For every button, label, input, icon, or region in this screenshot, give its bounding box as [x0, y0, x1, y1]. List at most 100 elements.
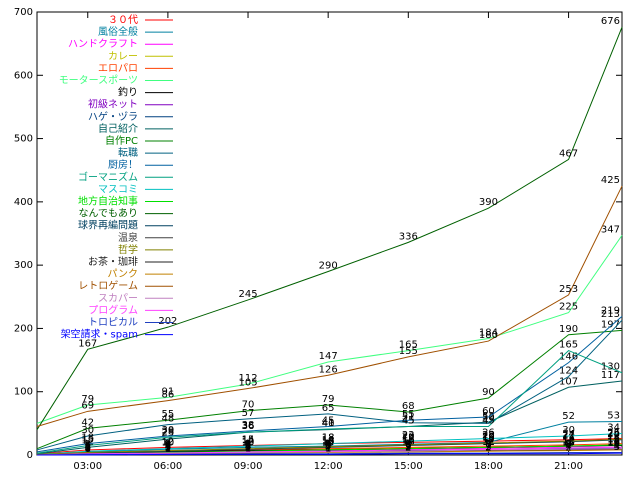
data-label: 8 [85, 439, 91, 450]
data-label: 117 [601, 370, 620, 381]
data-label: 8 [565, 439, 571, 450]
data-label: 7 [165, 440, 171, 451]
y-tick-label: 100 [14, 387, 33, 398]
data-label: 4 [165, 441, 171, 452]
data-label: 2 [405, 443, 411, 454]
data-label: 9 [245, 438, 251, 449]
legend-label: マスコミ [98, 184, 138, 195]
data-label: 165 [399, 340, 418, 351]
data-label: 253 [559, 284, 578, 295]
x-tick-label: 03:00 [73, 461, 102, 472]
legend-label: ３０代 [108, 14, 138, 26]
data-label: 6 [325, 440, 331, 451]
data-label: 425 [601, 175, 620, 186]
data-label: 14 [242, 435, 255, 446]
data-label: 180 [479, 330, 498, 341]
data-label: 107 [559, 376, 578, 387]
data-label: 9 [405, 438, 411, 449]
data-label: 40 [322, 419, 335, 430]
data-label: 347 [601, 224, 620, 235]
data-label: 13 [322, 436, 335, 447]
legend-label: ゴーマニズム [78, 170, 138, 183]
x-tick-label: 15:00 [394, 461, 423, 472]
data-label: 48 [162, 414, 175, 425]
data-label: 3 [614, 442, 620, 453]
data-label: 18 [482, 433, 495, 444]
data-label: 30 [562, 425, 575, 436]
series-line [36, 380, 623, 455]
data-label: 2 [85, 443, 91, 454]
data-label: 18 [81, 433, 94, 444]
data-label: 41 [322, 418, 335, 429]
data-label: 11 [562, 437, 575, 448]
data-label: 7 [485, 440, 491, 451]
legend-label: 自作PC [105, 134, 138, 147]
data-label: 225 [559, 302, 578, 313]
data-label: 12 [81, 436, 94, 447]
data-label: 57 [242, 408, 255, 419]
data-label: 38 [242, 420, 255, 431]
data-label: 68 [402, 401, 415, 412]
legend-label: 初級ネット [88, 98, 138, 111]
data-label: 60 [482, 406, 495, 417]
legend-label: なんでもあり [79, 208, 139, 220]
data-label: 6 [405, 440, 411, 451]
y-tick-label: 400 [14, 197, 33, 208]
data-label: 8 [325, 439, 331, 450]
data-label: 219 [601, 305, 620, 316]
data-label: 18 [607, 433, 620, 444]
data-label: 4 [85, 441, 91, 452]
x-tick-label: 09:00 [234, 461, 263, 472]
data-label: 336 [399, 231, 418, 242]
series-line [36, 316, 623, 453]
data-label: 2 [85, 443, 91, 454]
data-label: 90 [482, 387, 495, 398]
legend-label: モータースポーツ [59, 75, 138, 87]
series-line [36, 185, 623, 428]
series-line [36, 329, 623, 450]
y-tick-label: 500 [14, 134, 33, 145]
data-label: 36 [242, 421, 255, 432]
series-line [36, 349, 623, 454]
data-label: 12 [162, 436, 175, 447]
data-label: 2 [325, 443, 331, 454]
data-label: 45 [482, 416, 495, 427]
data-label: 18 [322, 433, 335, 444]
data-label: 8 [405, 439, 411, 450]
data-label: 1 [85, 443, 91, 454]
series-line [36, 319, 623, 451]
data-label: 126 [319, 364, 338, 375]
data-label: 12 [482, 436, 495, 447]
legend-label: レトロゲーム [78, 280, 138, 292]
data-label: 8 [614, 439, 620, 450]
data-label: 124 [559, 366, 578, 377]
data-label: 2 [245, 443, 251, 454]
legend-label: お茶・珈琲 [88, 255, 138, 268]
legend-label: プログラム [88, 303, 138, 316]
data-label: 190 [559, 324, 578, 335]
data-label: 2 [485, 443, 491, 454]
data-label: 11 [562, 437, 575, 448]
legend-label: 球界再編問題 [78, 219, 138, 232]
data-label: 467 [559, 148, 578, 159]
y-tick-label: 200 [14, 323, 33, 334]
data-label: 165 [559, 340, 578, 351]
data-label: 130 [601, 362, 620, 373]
data-label: 3 [245, 442, 251, 453]
legend-label: 転職 [118, 147, 138, 159]
data-label: 86 [162, 390, 175, 401]
data-label: 15 [402, 435, 415, 446]
data-label: 5 [165, 441, 171, 452]
data-label: 9 [565, 438, 571, 449]
data-label: 147 [319, 351, 338, 362]
data-label: 22 [402, 430, 415, 441]
data-label: 45 [402, 416, 415, 427]
data-label: 146 [559, 352, 578, 363]
data-label: 20 [402, 431, 415, 442]
data-label: 18 [322, 433, 335, 444]
x-tick-label: 12:00 [314, 461, 343, 472]
data-label: 0 [85, 444, 91, 455]
data-label: 10 [242, 438, 255, 449]
data-label: 7 [245, 440, 251, 451]
